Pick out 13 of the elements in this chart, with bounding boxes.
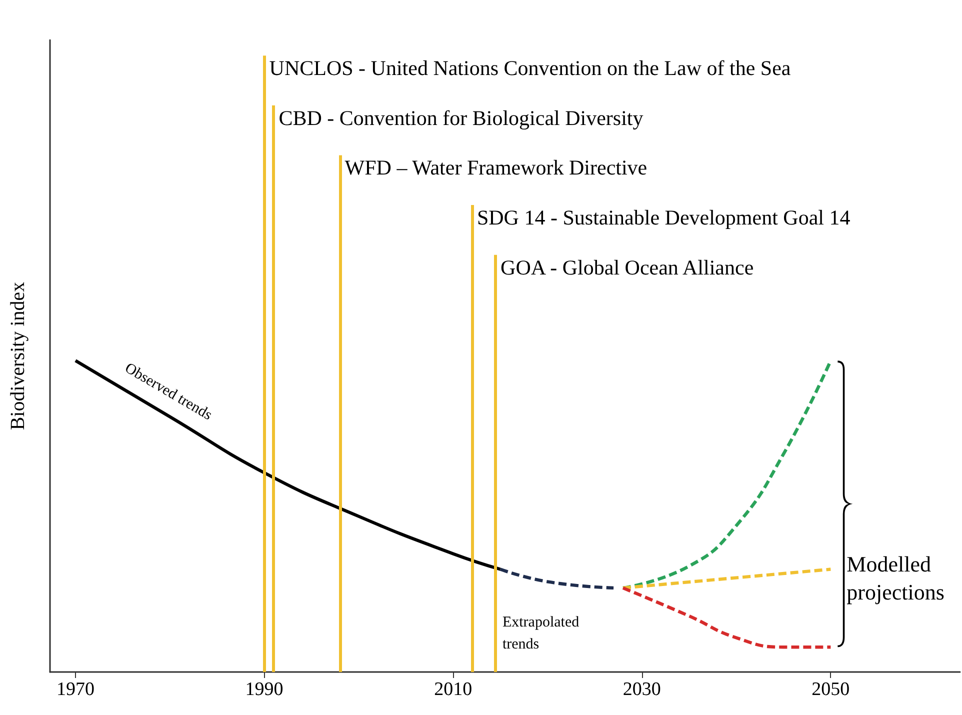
x-tick-label: 2010 xyxy=(434,679,472,700)
ref-line-label: WFD – Water Framework Directive xyxy=(344,156,648,180)
x-tick-label: 2050 xyxy=(812,679,850,700)
y-axis-title: Biodiversity index xyxy=(7,282,29,430)
x-tick-label: 1990 xyxy=(245,679,284,700)
x-tick-label: 1970 xyxy=(56,679,94,700)
annotation: Extrapolated trends xyxy=(502,614,583,653)
ref-line-label: GOA - Global Ocean Alliance xyxy=(500,255,754,280)
ref-line-label: UNCLOS - United Nations Convention on the Law of the Sea xyxy=(269,56,792,80)
x-tick-label: 2030 xyxy=(622,679,661,700)
annotation: Modelled projections xyxy=(846,551,944,604)
ref-line-label: CBD - Convention for Biological Diversity xyxy=(278,106,644,130)
ref-line-label: SDG 14 - Sustainable Development Goal 14 xyxy=(476,206,851,230)
